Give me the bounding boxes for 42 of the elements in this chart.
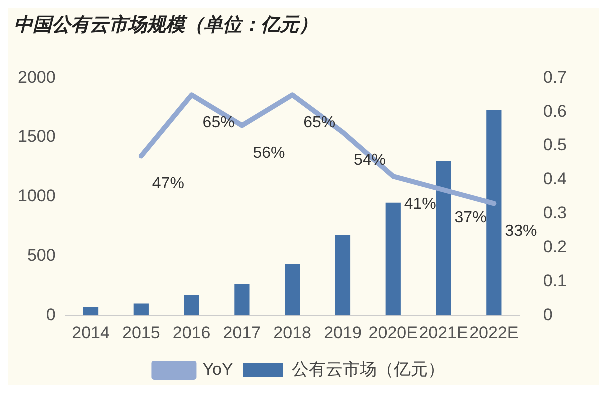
x-tick-label: 2021E — [419, 323, 468, 342]
y-tick-label: 1500 — [18, 127, 56, 146]
y2-tick-label: 0.3 — [543, 204, 568, 223]
x-tick-label: 2022E — [470, 323, 519, 342]
x-tick-label: 2015 — [122, 323, 160, 342]
y2-tick-label: 0.7 — [543, 68, 568, 87]
legend-label: 公有云市场（亿元） — [292, 360, 445, 380]
x-tick-label: 2018 — [274, 323, 312, 342]
x-tick-label: 2014 — [72, 323, 110, 342]
x-tick-label: 2019 — [324, 323, 362, 342]
data-label: 37% — [454, 210, 487, 227]
y2-tick-label: 0.4 — [543, 170, 568, 189]
y2-tick-label: 0.1 — [543, 271, 568, 290]
x-tick-label: 2017 — [223, 323, 262, 342]
data-label: 56% — [253, 145, 286, 162]
bar — [335, 235, 351, 316]
y-tick-label: 0 — [46, 305, 56, 324]
y-tick-label: 2000 — [18, 68, 56, 87]
y-tick-label: 500 — [27, 246, 56, 265]
data-label: 47% — [152, 176, 184, 193]
y-tick-label: 1000 — [18, 186, 56, 206]
chart-title: 中国公有云市场规模（单位：亿元） — [13, 13, 319, 38]
bar — [134, 304, 149, 316]
data-label: 54% — [354, 152, 386, 169]
data-label: 41% — [404, 196, 436, 213]
bar — [285, 264, 300, 316]
data-label: 33% — [505, 223, 538, 240]
bar — [234, 284, 250, 316]
legend-label: YoY — [202, 360, 234, 380]
bar — [386, 202, 401, 316]
y2-tick-label: 0.5 — [543, 136, 568, 155]
data-label: 65% — [304, 114, 336, 132]
y2-tick-label: 0 — [543, 305, 553, 324]
x-tick-label: 2016 — [172, 323, 211, 342]
bar — [83, 307, 99, 316]
bar — [486, 110, 502, 316]
data-label: 65% — [202, 114, 235, 132]
bar — [184, 295, 200, 316]
x-tick-label: 2020E — [368, 323, 418, 342]
bar — [436, 161, 452, 316]
y2-tick-label: 0.2 — [543, 237, 568, 256]
y2-tick-label: 0.6 — [543, 102, 568, 121]
